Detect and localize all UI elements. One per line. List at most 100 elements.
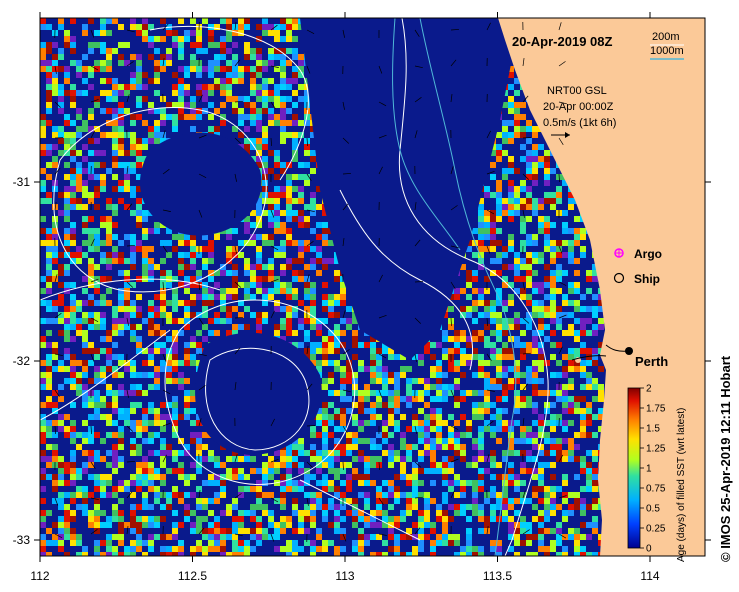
sst-pixel xyxy=(190,96,196,102)
sst-pixel xyxy=(172,492,178,498)
sst-pixel xyxy=(298,120,304,126)
current-arrow xyxy=(450,458,459,463)
sst-pixel xyxy=(178,414,184,420)
sst-pixel xyxy=(532,258,538,264)
sst-pixel xyxy=(262,186,268,192)
sst-pixel xyxy=(64,30,70,36)
sst-pixel xyxy=(232,72,238,78)
sst-pixel xyxy=(442,510,448,516)
sst-pixel xyxy=(508,210,514,216)
sst-pixel xyxy=(172,360,178,366)
sst-pixel xyxy=(562,552,568,556)
sst-pixel xyxy=(250,102,256,108)
sst-pixel xyxy=(292,78,298,84)
sst-pixel xyxy=(238,252,244,258)
sst-pixel xyxy=(544,156,550,162)
sst-pixel xyxy=(262,156,268,162)
sst-pixel xyxy=(232,552,238,556)
sst-pixel xyxy=(400,492,406,498)
sst-pixel xyxy=(190,30,196,36)
sst-pixel xyxy=(526,192,532,198)
sst-pixel xyxy=(508,534,514,540)
sst-pixel xyxy=(220,42,226,48)
sst-pixel xyxy=(496,132,502,138)
current-arrow xyxy=(126,389,129,398)
sst-pixel xyxy=(508,108,514,114)
sst-pixel xyxy=(370,366,376,372)
sst-pixel xyxy=(112,354,118,360)
sst-pixel xyxy=(490,162,496,168)
sst-pixel xyxy=(334,474,340,480)
sst-pixel xyxy=(64,504,70,510)
sst-pixel xyxy=(52,252,58,258)
sst-pixel xyxy=(40,498,46,504)
sst-pixel xyxy=(76,390,82,396)
sst-pixel xyxy=(70,534,76,540)
sst-pixel xyxy=(40,276,46,282)
sst-pixel xyxy=(250,456,256,462)
sst-pixel xyxy=(262,528,268,534)
sst-pixel xyxy=(124,408,130,414)
sst-pixel xyxy=(82,336,88,342)
sst-pixel xyxy=(184,414,190,420)
sst-pixel xyxy=(196,330,202,336)
sst-pixel xyxy=(106,450,112,456)
sst-pixel xyxy=(502,204,508,210)
sst-pixel xyxy=(214,234,220,240)
current-arrow xyxy=(234,245,237,254)
sst-pixel xyxy=(586,432,592,438)
sst-pixel xyxy=(574,432,580,438)
sst-pixel xyxy=(40,48,46,54)
sst-pixel xyxy=(484,234,490,240)
sst-pixel xyxy=(292,156,298,162)
sst-pixel xyxy=(64,36,70,42)
sst-pixel xyxy=(70,420,76,426)
sst-pixel xyxy=(382,348,388,354)
sst-pixel xyxy=(580,414,586,420)
sst-pixel xyxy=(466,552,472,556)
sst-pixel xyxy=(118,444,124,450)
sst-pixel xyxy=(220,306,226,312)
sst-pixel xyxy=(466,516,472,522)
sst-pixel xyxy=(202,516,208,522)
sst-pixel xyxy=(460,492,466,498)
sst-pixel xyxy=(52,270,58,276)
sst-pixel xyxy=(298,258,304,264)
sst-pixel xyxy=(220,552,226,556)
sst-pixel xyxy=(346,444,352,450)
sst-pixel xyxy=(406,396,412,402)
sst-pixel xyxy=(94,138,100,144)
sst-pixel xyxy=(454,474,460,480)
sst-pixel xyxy=(172,528,178,534)
sst-pixel xyxy=(70,48,76,54)
current-arrow xyxy=(522,95,529,103)
sst-pixel xyxy=(226,510,232,516)
sst-pixel xyxy=(202,84,208,90)
sst-pixel xyxy=(184,90,190,96)
sst-pixel xyxy=(172,468,178,474)
sst-pixel xyxy=(268,522,274,528)
sst-pixel xyxy=(292,552,298,556)
sst-pixel xyxy=(442,396,448,402)
deep-channel xyxy=(300,18,520,360)
sst-pixel xyxy=(388,528,394,534)
sst-pixel xyxy=(208,258,214,264)
sst-pixel xyxy=(538,198,544,204)
sst-pixel xyxy=(400,516,406,522)
sst-pixel xyxy=(280,186,286,192)
sst-pixel xyxy=(166,102,172,108)
sst-pixel xyxy=(148,330,154,336)
sst-pixel xyxy=(184,324,190,330)
sst-pixel xyxy=(112,450,118,456)
sst-pixel xyxy=(64,138,70,144)
sst-pixel xyxy=(382,366,388,372)
sst-pixel xyxy=(454,438,460,444)
sst-pixel xyxy=(532,378,538,384)
sst-pixel xyxy=(58,54,64,60)
current-arrow xyxy=(378,166,383,175)
sst-pixel xyxy=(292,138,298,144)
sst-pixel xyxy=(214,498,220,504)
sst-pixel xyxy=(598,318,604,324)
sst-pixel xyxy=(280,102,286,108)
current-arrow xyxy=(198,384,206,391)
